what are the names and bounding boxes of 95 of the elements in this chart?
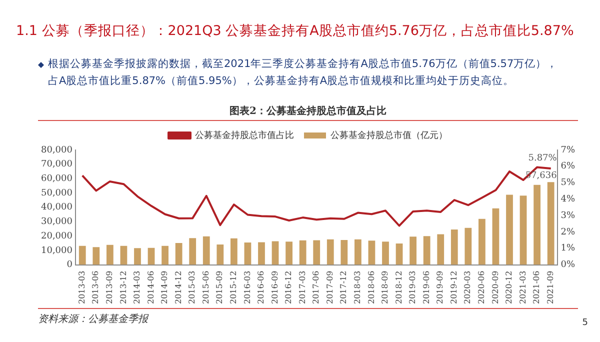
y-tick-label: 10,000 <box>40 246 73 256</box>
x-tick-label: 2017-09 <box>325 270 334 304</box>
x-tick-label: 2018-03 <box>353 270 362 304</box>
x-tick-label: 2019-06 <box>422 270 431 304</box>
bar <box>175 242 182 265</box>
y-tick-label: 40,000 <box>40 202 73 213</box>
bar <box>423 236 430 265</box>
y-tick-label: 20,000 <box>40 231 73 242</box>
bar <box>78 246 86 265</box>
x-tick-label: 2020-03 <box>463 270 472 304</box>
y-tick-label: 80,000 <box>40 145 73 156</box>
bar <box>162 246 168 265</box>
x-tick-label: 2017-03 <box>298 270 307 304</box>
x-tick-label: 2021-09 <box>546 270 555 304</box>
x-tick-label: 2015-06 <box>201 270 210 304</box>
legend-label: 公募基金持股总市值（亿元） <box>330 130 448 141</box>
bar <box>340 240 348 265</box>
bar <box>396 244 403 265</box>
bar <box>299 240 306 265</box>
y-tick-label: 60,000 <box>40 174 73 184</box>
x-tick-label: 2021-03 <box>518 270 528 304</box>
bar <box>506 194 513 265</box>
x-tick-label: 2017-06 <box>312 270 321 304</box>
y-tick-label: 30,000 <box>40 217 73 228</box>
x-tick-label: 2013-12 <box>118 270 128 304</box>
x-tick-label: 2015-03 <box>188 270 197 304</box>
x-tick-label: 2013-09 <box>105 270 114 304</box>
x-tick-label: 2020-06 <box>477 270 486 304</box>
x-tick-label: 2020-09 <box>490 270 500 304</box>
x-tick-label: 2015-12 <box>229 270 238 304</box>
x-tick-label: 2019-03 <box>408 270 418 304</box>
x-tick-label: 2014-03 <box>132 270 142 304</box>
bar <box>120 246 128 265</box>
bar <box>520 196 527 265</box>
bar <box>354 239 362 265</box>
bar <box>272 241 279 265</box>
bar <box>148 248 155 265</box>
y2-tick-label: 1% <box>560 244 576 254</box>
bar <box>258 242 265 265</box>
x-tick-label: 2016-03 <box>242 270 252 304</box>
bar <box>230 238 238 265</box>
bar <box>326 239 334 265</box>
x-tick-label: 2016-09 <box>270 270 280 304</box>
y2-tick-label: 5% <box>560 178 576 188</box>
y2-tick-label: 0% <box>560 260 576 270</box>
x-tick-label: 2017-12 <box>339 270 348 304</box>
text: 资料来源：公募基金季报 <box>38 312 148 326</box>
bar <box>478 218 486 265</box>
chart-subtitle: 根据公募基金季报披露的数据，截至2021年三季度公募基金持有A股总市值5.76万亿（前值5.57万亿），占A股总市值比重5.87%（前值5.95%），公募基金持有A股总市值规模和比重均处于历史高位。 <box>48 57 559 89</box>
bar <box>134 248 141 265</box>
x-tick-label: 2014-12 <box>174 270 183 304</box>
y2-tick-label: 3% <box>560 210 576 221</box>
x-tick-label: 2018-09 <box>380 270 390 304</box>
text: 5 <box>582 318 588 328</box>
y2-tick-label: 4% <box>560 194 576 205</box>
y2-tick-label: 2% <box>560 227 576 238</box>
bar <box>492 208 500 265</box>
bar <box>106 244 114 265</box>
y2-tick-label: 6% <box>560 162 576 172</box>
bar <box>547 182 554 265</box>
bar <box>534 184 540 265</box>
legend-label: 公募基金持股总市值占比 <box>195 130 294 141</box>
bar <box>368 240 376 265</box>
x-tick-label: 2014-06 <box>146 270 156 304</box>
bar <box>313 240 320 265</box>
y-tick-label: 70,000 <box>40 160 73 170</box>
data-label: 5.87% <box>528 153 558 164</box>
x-tick-label: 2021-06 <box>532 270 542 304</box>
bar <box>244 242 252 265</box>
x-tick-label: 2019-12 <box>449 270 458 304</box>
bar <box>202 236 210 265</box>
x-tick-label: 2014-09 <box>160 270 170 304</box>
x-tick-label: 2013-03 <box>77 270 86 304</box>
chart-title: 1.1 公募（季报口径）：2021Q3 公募基金持有A股总市值约5.76万亿，占总市值比5.87% <box>16 22 575 40</box>
x-tick-label: 2016-06 <box>256 270 266 304</box>
y-tick-label: 50,000 <box>40 188 73 198</box>
bar <box>189 238 196 265</box>
x-tick-label: 2020-12 <box>504 270 514 304</box>
legend-title: 图表2：公募基金持股总市值及占比 <box>38 104 578 121</box>
bar <box>92 247 100 265</box>
bar <box>437 234 444 265</box>
x-tick-label: 2018-12 <box>394 270 404 304</box>
x-tick-label: 2019-09 <box>436 270 445 304</box>
bar <box>410 236 416 265</box>
bar <box>382 242 389 265</box>
x-tick-label: 2013-06 <box>91 270 100 304</box>
bar <box>216 244 224 265</box>
x-tick-label: 2016-12 <box>284 270 294 304</box>
x-tick-label: 2018-06 <box>366 270 376 304</box>
y-tick-label: 0 <box>66 260 73 270</box>
x-tick-label: 2015-09 <box>215 270 224 304</box>
y2-tick-label: 7% <box>560 145 576 156</box>
bar <box>464 228 472 265</box>
bar <box>450 229 458 265</box>
bar <box>286 242 292 265</box>
